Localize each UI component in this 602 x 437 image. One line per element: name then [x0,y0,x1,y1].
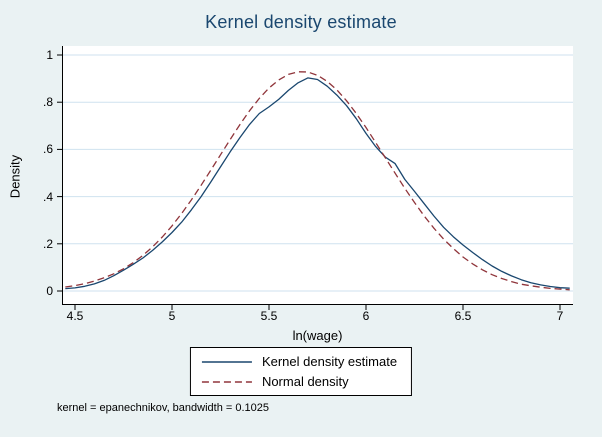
x-tick-label: 5.5 [260,309,278,323]
x-axis-title: ln(wage) [292,328,343,343]
y-tick-label: .4 [42,190,53,204]
kernel-bandwidth-note: kernel = epanechnikov, bandwidth = 0.102… [57,402,270,414]
legend-label-kernel: Kernel density estimate [261,354,398,369]
y-axis-title: Density [7,154,23,199]
x-tick-label: 6 [362,309,370,323]
legend-label-normal: Normal density [261,374,349,389]
y-tick-label: .2 [42,237,53,251]
kernel-line-swatch-icon [201,356,253,368]
y-tick-label: .8 [42,95,53,109]
y-tick-label: 0 [46,284,53,298]
chart-title: Kernel density estimate [205,12,397,32]
legend-item-normal: Normal density [201,373,397,390]
legend-item-kernel: Kernel density estimate [201,353,397,370]
x-tick-label: 6.5 [454,309,472,323]
x-tick-label: 4.5 [66,309,84,323]
legend: Kernel density estimate Normal density [189,347,413,396]
normal-line-swatch-icon [201,376,253,388]
y-tick-label: 1 [46,48,53,62]
x-tick-label: 5 [168,309,176,323]
x-tick-label: 7 [556,309,564,323]
y-tick-label: .6 [42,142,53,156]
